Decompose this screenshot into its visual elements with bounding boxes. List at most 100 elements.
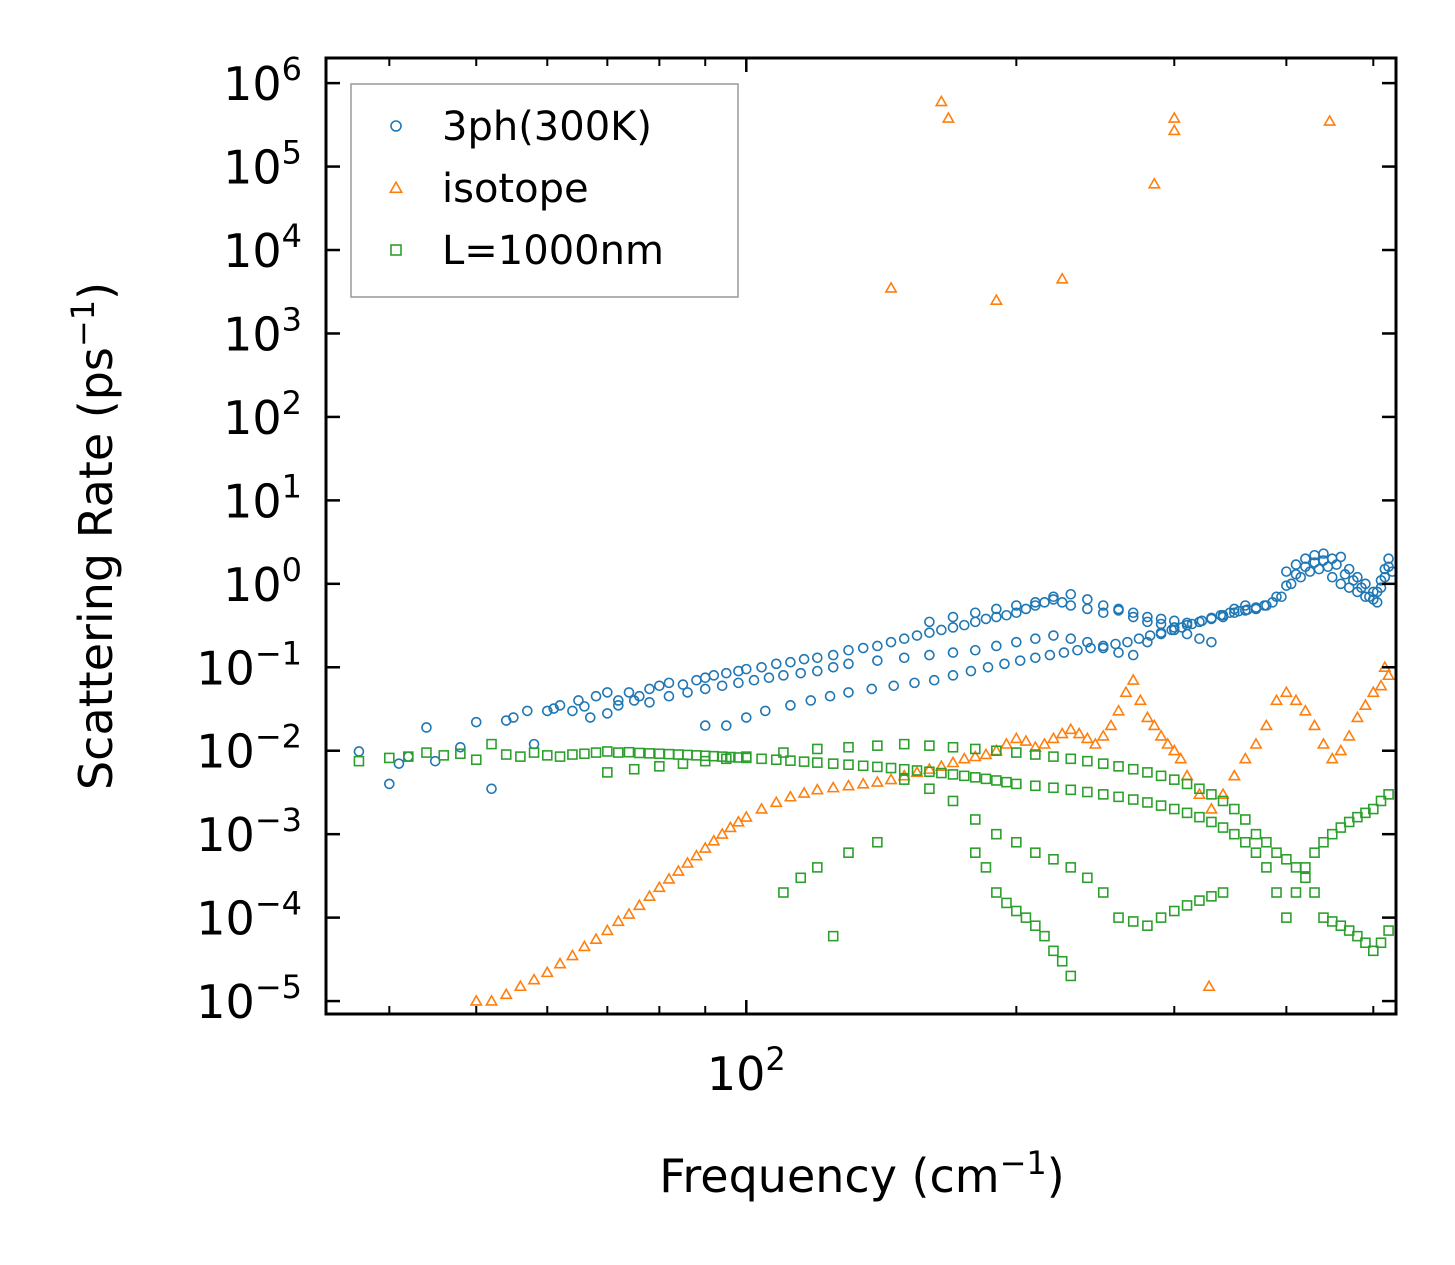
point-l-1000nm-88 <box>677 758 689 769</box>
y-tick-label-9: 10−3 <box>196 801 302 862</box>
point-l-1000nm-160 <box>1020 912 1032 923</box>
point-l-1000nm-149 <box>1168 905 1180 917</box>
point-isotope-17 <box>671 864 685 876</box>
point-l-1000nm-63 <box>1181 807 1193 819</box>
point-isotope-97 <box>1167 111 1181 123</box>
point-isotope-38 <box>922 762 936 774</box>
point-l-1000nm-40 <box>872 761 883 773</box>
point-l-1000nm-25 <box>691 750 702 761</box>
y-axis-title: Scattering Rate (ps−1) <box>64 282 123 790</box>
legend-marker-square-icon <box>390 244 402 256</box>
tick-labels: 106 105 104 103 102 101 100 10−1 10−2 10−3 10−4 10−… <box>196 50 785 1101</box>
point-3ph-300k--11 <box>521 705 533 717</box>
point-3ph-300k--10 <box>508 712 519 723</box>
point-l-1000nm-101 <box>1011 747 1022 758</box>
point-3ph-300k--122 <box>1113 647 1124 658</box>
point-isotope-18 <box>680 856 695 868</box>
point-3ph-300k--104 <box>763 672 775 683</box>
point-3ph-300k--26 <box>663 677 675 689</box>
point-isotope-33 <box>856 777 870 789</box>
point-isotope-74 <box>1249 737 1263 749</box>
point-isotope-56 <box>1096 729 1110 741</box>
point-l-1000nm-134 <box>898 774 910 785</box>
point-3ph-300k--13 <box>541 705 553 717</box>
point-l-1000nm-49 <box>980 773 992 785</box>
point-3ph-300k--25 <box>654 680 665 692</box>
point-3ph-300k--64 <box>1127 611 1139 623</box>
point-isotope-87 <box>1366 685 1380 698</box>
point-3ph-300k--34 <box>756 661 767 673</box>
point-isotope-84 <box>1342 729 1356 741</box>
point-l-1000nm-138 <box>991 828 1002 840</box>
point-3ph-300k--156 <box>1110 638 1121 650</box>
point-l-1000nm-159 <box>1011 905 1022 917</box>
point-isotope-76 <box>1269 693 1284 706</box>
point-isotope-64 <box>1154 729 1168 741</box>
point-l-1000nm-118 <box>1250 828 1262 840</box>
point-isotope-67 <box>1174 752 1188 764</box>
point-3ph-300k--111 <box>898 652 910 664</box>
point-3ph-300k--54 <box>1011 607 1022 619</box>
point-l-1000nm-155 <box>969 847 981 858</box>
point-l-1000nm-10 <box>528 747 540 758</box>
point-l-1000nm-94 <box>843 741 854 753</box>
point-l-1000nm-43 <box>911 765 923 776</box>
point-l-1000nm-32 <box>756 753 767 765</box>
point-l-1000nm-8 <box>500 749 512 760</box>
point-l-1000nm-22 <box>663 748 675 760</box>
point-3ph-300k--102 <box>733 677 744 689</box>
point-l-1000nm-116 <box>1229 803 1240 815</box>
point-l-1000nm-64 <box>1194 811 1205 823</box>
point-l-1000nm-54 <box>1048 782 1059 794</box>
point-l-1000nm-122 <box>1290 862 1302 873</box>
point-l-1000nm-1 <box>384 752 395 764</box>
point-3ph-300k--50 <box>969 616 981 628</box>
point-3ph-300k--187 <box>947 611 959 623</box>
point-l-1000nm-169 <box>843 847 854 858</box>
point-3ph-300k--214 <box>1383 561 1394 573</box>
point-3ph-300k--203 <box>1290 559 1302 570</box>
point-isotope-35 <box>884 772 898 785</box>
point-isotope-63 <box>1147 718 1161 731</box>
point-isotope-70 <box>1204 802 1218 814</box>
point-isotope-26 <box>755 802 769 814</box>
point-3ph-300k--35 <box>770 658 782 670</box>
point-3ph-300k--155 <box>1097 640 1109 652</box>
point-3ph-300k--159 <box>1144 630 1156 641</box>
point-3ph-300k--15 <box>554 700 566 711</box>
point-l-1000nm-55 <box>1065 784 1077 796</box>
point-l-1000nm-69 <box>1250 847 1262 858</box>
point-l-1000nm-121 <box>1281 853 1292 865</box>
point-3ph-300k--106 <box>795 667 807 679</box>
point-3ph-300k--1 <box>384 778 395 790</box>
point-3ph-300k--128 <box>1194 633 1205 644</box>
point-l-1000nm-4 <box>438 750 450 761</box>
y-tick-label-7: 10−1 <box>196 634 302 695</box>
point-3ph-300k--179 <box>1331 559 1342 570</box>
point-l-1000nm-15 <box>590 747 602 758</box>
point-3ph-300k--97 <box>644 697 655 708</box>
point-3ph-300k--212 <box>1367 594 1379 605</box>
point-3ph-300k--213 <box>1375 575 1387 586</box>
point-l-1000nm-73 <box>1290 887 1302 898</box>
point-3ph-300k--117 <box>1030 633 1041 644</box>
point-l-1000nm-92 <box>778 747 789 758</box>
point-3ph-300k--195 <box>1097 600 1109 611</box>
point-isotope-83 <box>1334 743 1348 756</box>
point-3ph-300k--158 <box>1133 633 1145 644</box>
point-3ph-300k--62 <box>1097 607 1109 619</box>
point-isotope-4 <box>527 972 541 985</box>
point-3ph-300k--208 <box>1335 578 1347 590</box>
point-isotope-65 <box>1161 737 1175 749</box>
point-3ph-300k--198 <box>1142 611 1153 623</box>
point-l-1000nm-84 <box>1383 789 1394 800</box>
point-l-1000nm-102 <box>1030 749 1041 760</box>
point-3ph-300k--27 <box>677 679 689 690</box>
point-3ph-300k--206 <box>1318 548 1329 559</box>
y-tick-label-8: 10−2 <box>196 718 302 779</box>
point-l-1000nm-52 <box>1011 778 1022 790</box>
point-3ph-300k--172 <box>1267 597 1278 608</box>
point-l-1000nm-41 <box>885 762 897 774</box>
ticks-layer <box>326 58 1396 1014</box>
point-l-1000nm-112 <box>1181 778 1193 790</box>
